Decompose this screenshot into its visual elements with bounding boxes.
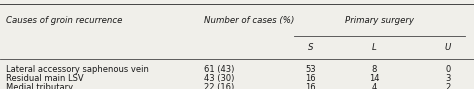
Text: Causes of groin recurrence: Causes of groin recurrence (6, 16, 122, 25)
Text: S: S (308, 43, 313, 52)
Text: Number of cases (%): Number of cases (%) (204, 16, 294, 25)
Text: Lateral accessory saphenous vein: Lateral accessory saphenous vein (6, 65, 148, 74)
Text: L: L (372, 43, 377, 52)
Text: 8: 8 (372, 65, 377, 74)
Text: Medial tributary: Medial tributary (6, 83, 73, 89)
Text: 43 (30): 43 (30) (204, 74, 234, 83)
Text: 61 (43): 61 (43) (204, 65, 234, 74)
Text: 14: 14 (369, 74, 380, 83)
Text: 2: 2 (445, 83, 451, 89)
Text: 3: 3 (445, 74, 451, 83)
Text: 22 (16): 22 (16) (204, 83, 234, 89)
Text: 4: 4 (372, 83, 377, 89)
Text: Residual main LSV: Residual main LSV (6, 74, 83, 83)
Text: U: U (445, 43, 451, 52)
Text: 0: 0 (445, 65, 451, 74)
Text: Primary surgery: Primary surgery (345, 16, 414, 25)
Text: 16: 16 (305, 83, 316, 89)
Text: 53: 53 (305, 65, 316, 74)
Text: 16: 16 (305, 74, 316, 83)
